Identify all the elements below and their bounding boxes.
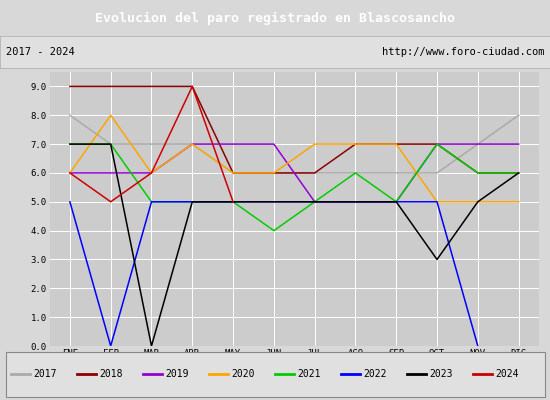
Text: 2018: 2018 <box>99 369 123 379</box>
FancyBboxPatch shape <box>6 352 544 398</box>
Text: http://www.foro-ciudad.com: http://www.foro-ciudad.com <box>382 47 544 57</box>
Text: 2022: 2022 <box>363 369 387 379</box>
Text: 2024: 2024 <box>495 369 519 379</box>
Text: 2020: 2020 <box>231 369 255 379</box>
Text: 2023: 2023 <box>429 369 453 379</box>
Text: Evolucion del paro registrado en Blascosancho: Evolucion del paro registrado en Blascos… <box>95 12 455 24</box>
Text: 2021: 2021 <box>297 369 321 379</box>
Text: 2017 - 2024: 2017 - 2024 <box>6 47 74 57</box>
Text: 2017: 2017 <box>33 369 57 379</box>
Text: 2019: 2019 <box>165 369 189 379</box>
